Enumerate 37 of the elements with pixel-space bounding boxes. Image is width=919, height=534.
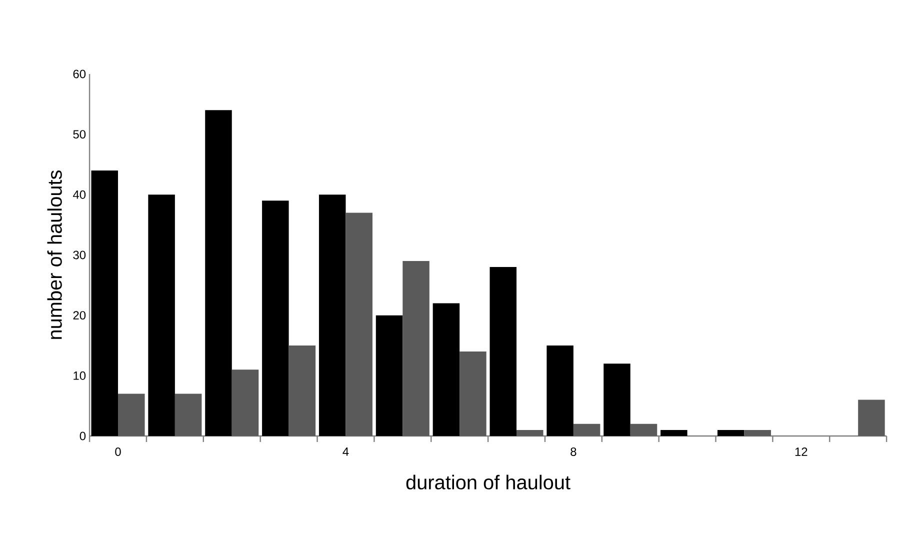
y-tick-label: 0 [80,432,86,440]
bar [546,345,574,436]
bar [460,352,486,436]
bar [288,345,316,436]
bar [573,424,600,436]
bar [744,430,771,436]
y-tick-label: 30 [73,250,86,260]
y-tick-label: 50 [73,130,86,139]
y-tick-label: 20 [73,311,86,320]
y-tick-label: 10 [74,371,86,380]
bar [118,394,145,436]
bar [490,267,517,436]
bar [91,170,118,436]
bar [516,430,544,436]
bar [402,261,430,436]
bar [148,194,175,436]
x-axis-title: duration of haulout [406,474,570,490]
bar [630,424,658,436]
y-tick-label: 40 [73,190,86,199]
bar [717,430,744,436]
bar [858,400,885,436]
y-axis-title: number of haulouts [47,170,62,339]
bar [604,364,630,436]
x-tick-label: 4 [342,448,349,456]
bar [432,303,460,436]
bar [376,315,403,436]
x-tick-label: 12 [795,448,808,456]
bar [660,430,688,436]
x-tick-label: 8 [570,448,576,456]
x-tick-label: 0 [115,448,121,456]
bar [205,110,232,436]
bar [262,200,289,436]
y-tick-label: 60 [73,70,86,78]
bar [318,194,346,436]
bar [174,394,202,436]
bar [232,370,259,436]
bar [346,212,372,436]
